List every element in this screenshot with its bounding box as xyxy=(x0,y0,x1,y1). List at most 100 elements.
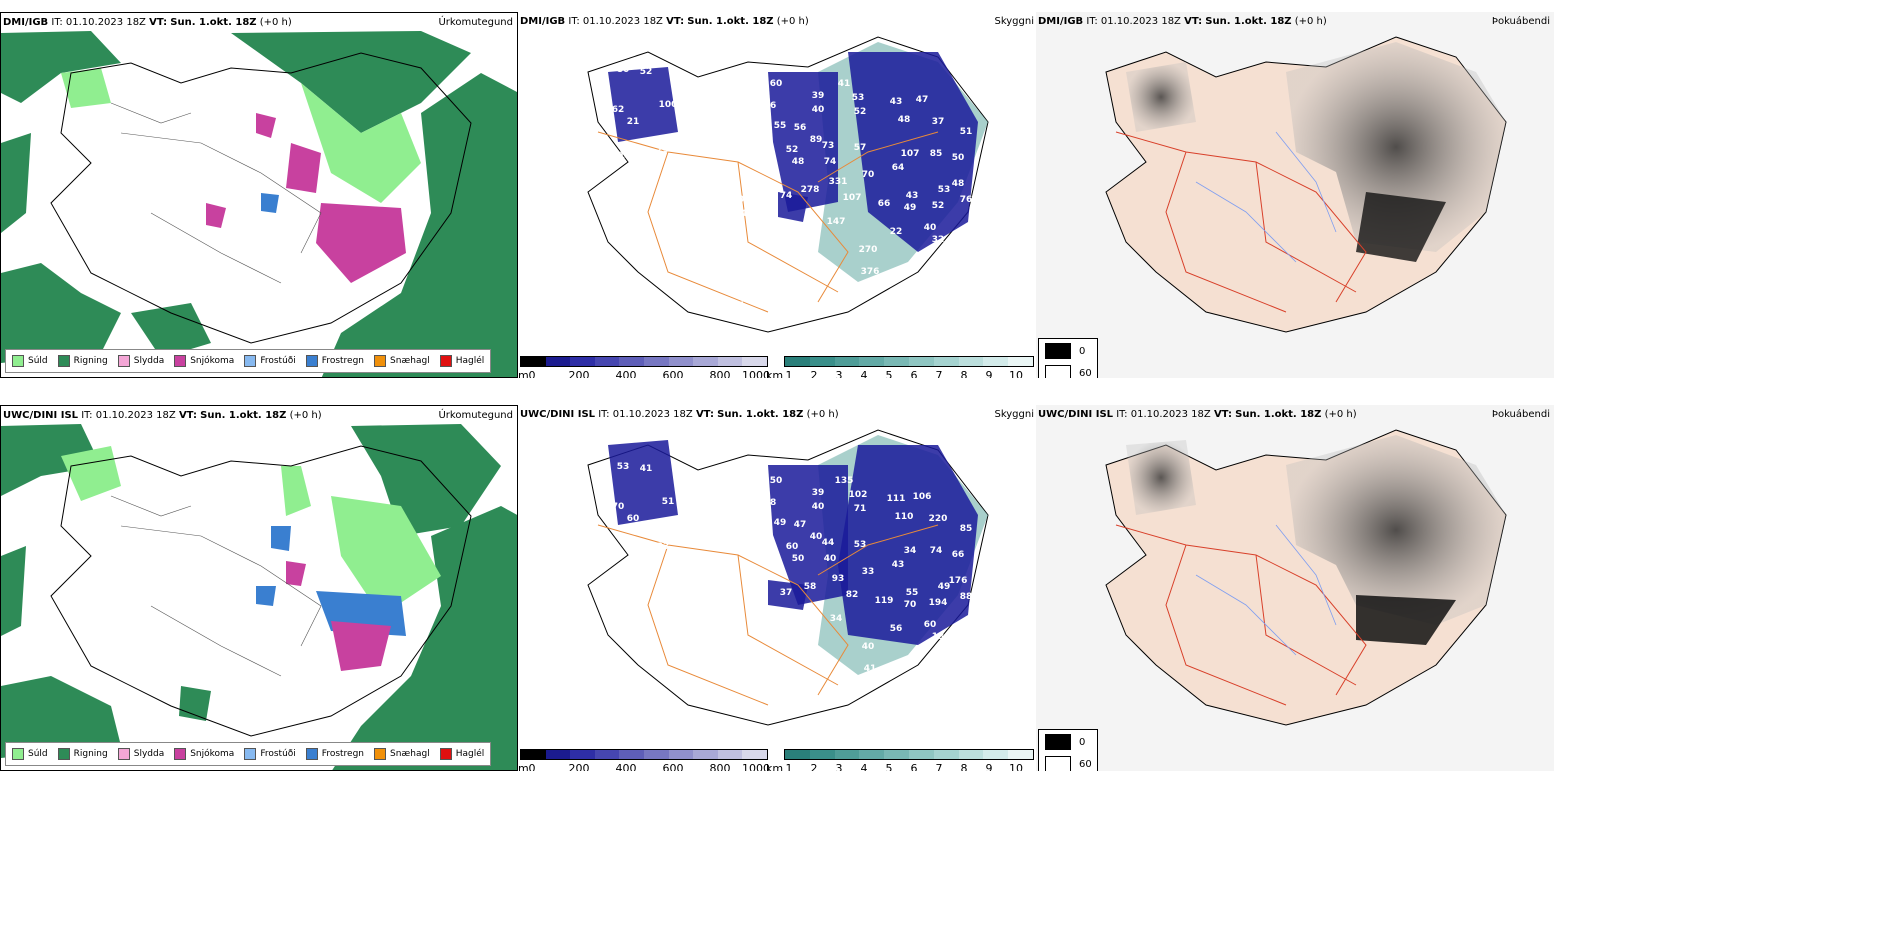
legend-swatch xyxy=(174,355,187,367)
ceiling-value-label: 57 xyxy=(854,143,867,153)
colorbar-tick: 600 xyxy=(662,369,684,378)
rain-area xyxy=(1,676,121,758)
ceiling-value-label: 49 xyxy=(774,518,787,528)
precip-legend: Súld Rigning Slydda Snjókoma Frostúði Fr… xyxy=(5,742,492,766)
legend-swatch xyxy=(305,355,318,367)
drizzle-area xyxy=(331,496,441,616)
road-network xyxy=(597,131,939,313)
panel-header: DMI/IGB IT: 01.10.2023 18Z VT: Sun. 1.ok… xyxy=(520,16,809,27)
panel-title: Úrkomutegund xyxy=(438,17,513,28)
ceiling-value-label: 40 xyxy=(810,532,823,542)
ceiling-value-label: 50 xyxy=(770,476,783,486)
ceiling-value-label: 62 xyxy=(612,105,625,115)
fog-area xyxy=(1126,62,1196,132)
ceiling-value-label: 220 xyxy=(929,514,948,524)
ceiling-value-label: 21 xyxy=(627,117,640,127)
iceland-inland xyxy=(110,495,322,677)
colorbar-tick: 2 xyxy=(810,762,818,771)
colorbar-unit: km xyxy=(766,762,784,771)
legend-swatch xyxy=(174,748,187,760)
ceiling-value-label: 50 xyxy=(792,554,805,564)
panel-title: Skyggni xyxy=(994,409,1034,420)
colorbar-tick: 800 xyxy=(709,762,731,771)
colorbar-segment xyxy=(785,357,810,366)
colorbar-tick: 0 xyxy=(528,369,536,378)
ceiling-value-label: 43 xyxy=(892,560,905,570)
ceiling-value-label: 70 xyxy=(612,502,625,512)
colorbar-tick: 5 xyxy=(885,369,893,378)
panel-title: Skyggni xyxy=(994,16,1034,27)
legend-swatch xyxy=(439,748,452,760)
ceiling-value-label: 53 xyxy=(617,462,630,472)
colorbar-segment xyxy=(742,750,767,759)
legend-swatch xyxy=(244,748,257,760)
colorbar-segment xyxy=(908,357,934,366)
colorbar-tick: 8 xyxy=(960,369,968,378)
colorbar-tick: 9 xyxy=(985,762,993,771)
colorbar-segment xyxy=(834,357,860,366)
ceiling-value-label: 60 xyxy=(786,542,799,552)
colorbar-tick: 6 xyxy=(910,369,918,378)
ceiling-value-label: 82 xyxy=(846,590,859,600)
ceiling-value-label: 70 xyxy=(862,170,875,180)
colorbar-tick: 7 xyxy=(935,369,943,378)
colorbar-tick: 1 xyxy=(785,369,793,378)
drizzle-area xyxy=(61,68,111,108)
colorbar-segment xyxy=(570,357,595,366)
legend-item: Snæhagl xyxy=(374,355,430,367)
river-network xyxy=(1195,131,1337,263)
ceiling-value-label: 40 xyxy=(812,502,825,512)
ceiling-value-label: 64 xyxy=(892,163,905,173)
precip-map xyxy=(1,13,517,377)
ceiling-value-label: 80 xyxy=(617,65,630,75)
ceiling-value-label: 66 xyxy=(878,199,891,209)
ceiling-panel-row0: 80 52 62 100 66 21 23 60 56 55 56 52 48 39 40 41 53 52 43 4… xyxy=(518,12,1036,378)
ceiling-value-label: 88 xyxy=(960,592,973,602)
colorbar-segment xyxy=(668,750,694,759)
ceiling-value-label: 50 xyxy=(677,497,690,507)
colorbar-segment xyxy=(859,750,885,759)
colorbar-segment xyxy=(717,357,743,366)
rain-area xyxy=(321,73,517,377)
ceiling-value-label: 52 xyxy=(854,107,867,117)
cloud-panel-row1: UWC/DINI ISL IT: 01.10.2023 18Z VT: Sun.… xyxy=(1036,405,1554,771)
rain-area xyxy=(332,506,517,770)
rain-area xyxy=(231,31,471,133)
ceiling-value-label: 39 xyxy=(812,91,825,101)
colorbar-tick: 2 xyxy=(810,369,818,378)
ceiling-value-label: 278 xyxy=(801,185,820,195)
snow-area xyxy=(286,561,306,586)
river-network xyxy=(1195,524,1337,656)
ceiling-panel-row1: 53 41 70 51 50 60 23 50 48 49 47 60 50 39 40 135 102 71 11… xyxy=(518,405,1036,771)
visibility-colorbar: km 1 2 3 4 5 6 7 8 9 10 xyxy=(766,749,1034,771)
colorbar-segment xyxy=(521,750,546,759)
iceland-coast xyxy=(50,445,472,737)
ceiling-value-label: 23 xyxy=(657,542,670,552)
drizzle-area xyxy=(61,446,311,516)
ceiling-colorbar-stripe xyxy=(520,749,768,760)
ceiling-value-label: 51 xyxy=(960,127,973,137)
low-cloud-area xyxy=(778,192,808,222)
ceiling-value-label: 34 xyxy=(830,614,843,624)
rain-area xyxy=(131,303,211,358)
ceiling-value-label: 60 xyxy=(732,195,745,205)
legend-swatch xyxy=(57,355,70,367)
colorbar-tick: 200 xyxy=(568,762,590,771)
colorbar-segment xyxy=(668,357,694,366)
fog-area xyxy=(1126,440,1196,515)
colorbar-tick: 1000 xyxy=(742,762,770,771)
ceiling-value-label: 73 xyxy=(822,141,835,151)
ceiling-value-label: 48 xyxy=(898,115,911,125)
ceiling-value-label: 94 xyxy=(732,301,745,311)
colorbar-tick: 5 xyxy=(885,762,893,771)
colorbar-segment xyxy=(643,357,669,366)
ceiling-value-label: 37 xyxy=(780,588,793,598)
ceiling-value-label: 60 xyxy=(924,620,937,630)
colorbar-unit: m xyxy=(518,762,529,771)
ceiling-value-label: 53 xyxy=(938,185,951,195)
legend-item: Haglél xyxy=(439,355,484,367)
ceiling-value-label: 107 xyxy=(901,149,920,159)
legend-item: Frostúði xyxy=(244,748,296,760)
ceiling-value-label: 111 xyxy=(887,494,906,504)
